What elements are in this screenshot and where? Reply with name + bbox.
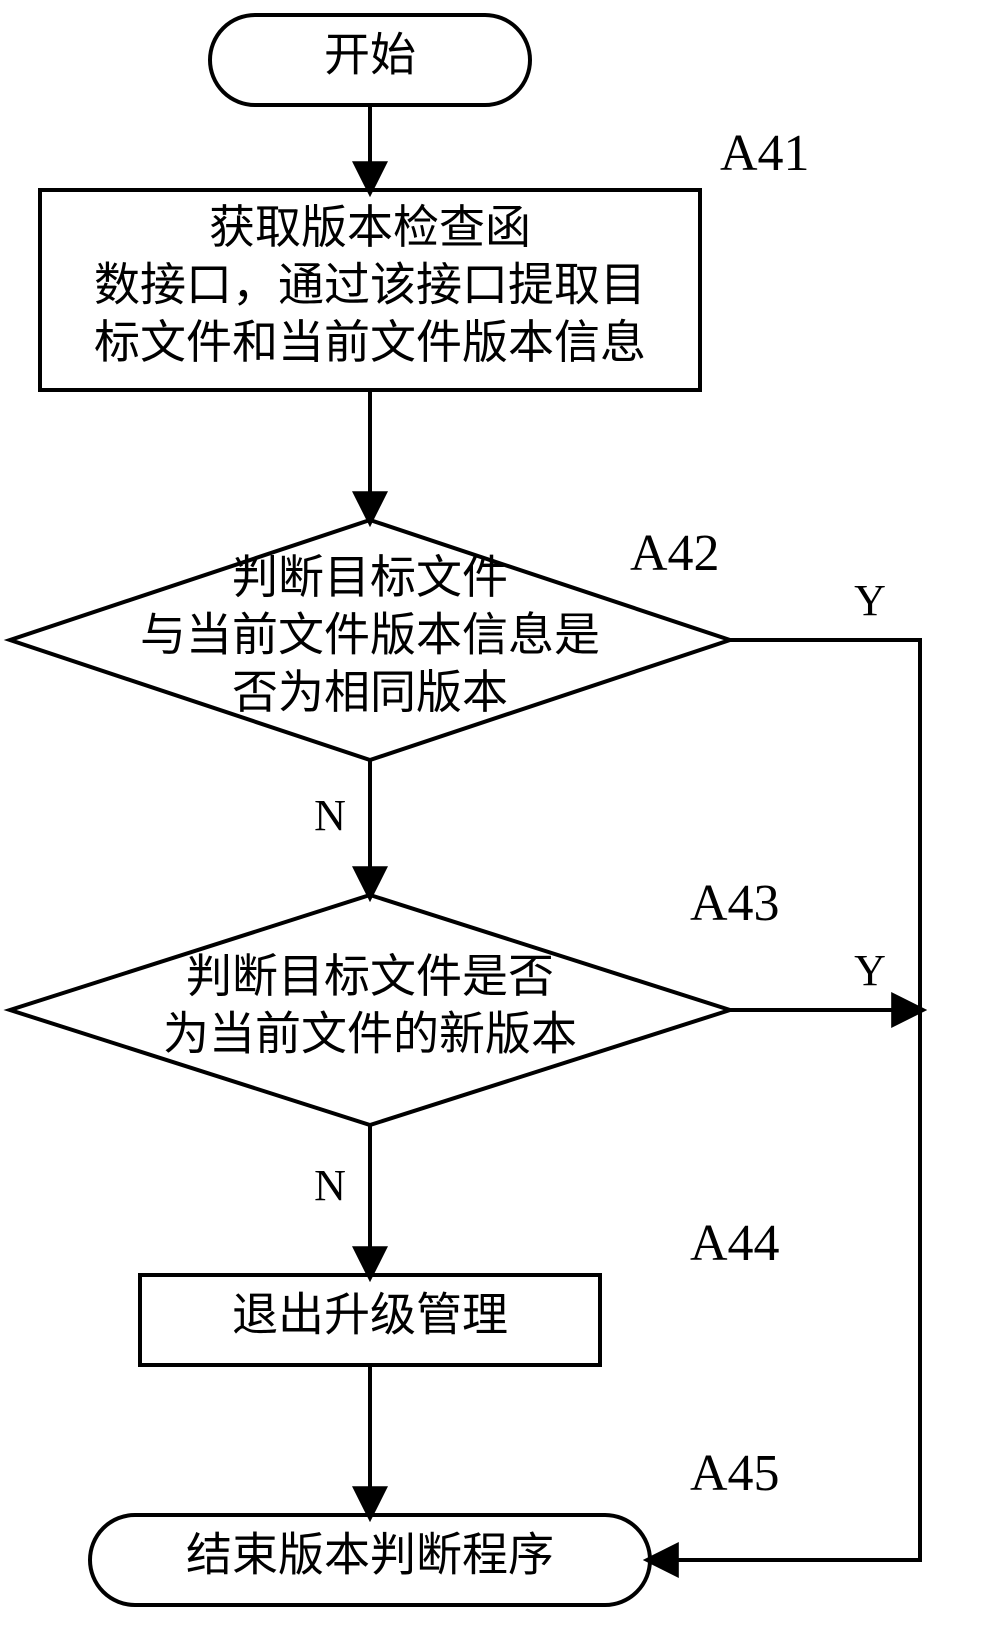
node-text: 开始: [324, 30, 416, 81]
flowchart-canvas: 开始获取版本检查函数接口，通过该接口提取目标文件和当前文件版本信息 A41 判断目标…: [0, 0, 992, 1648]
node-text: 与当前文件版本信息是: [140, 610, 600, 661]
branch-label: N: [314, 1161, 346, 1210]
branch-label: Y: [854, 576, 886, 625]
flow-edge: [650, 640, 920, 1560]
step-label: A41: [720, 125, 810, 182]
step-label: A45: [690, 1445, 780, 1502]
branch-label: N: [314, 791, 346, 840]
branch-label: Y: [854, 946, 886, 995]
node-text: 为当前文件的新版本: [163, 1008, 577, 1059]
node-text: 数接口，通过该接口提取目: [94, 260, 646, 311]
node-text: 获取版本检查函: [209, 202, 531, 253]
node-text: 退出升级管理: [232, 1290, 508, 1341]
step-label: A44: [690, 1215, 780, 1272]
step-label: A42: [630, 525, 720, 582]
node-text: 判断目标文件: [232, 552, 508, 603]
step-label: A43: [690, 875, 780, 932]
node-text: 标文件和当前文件版本信息: [94, 317, 646, 368]
node-text: 否为相同版本: [232, 667, 508, 718]
node-text: 结束版本判断程序: [186, 1530, 554, 1581]
node-text: 判断目标文件是否: [186, 951, 554, 1002]
